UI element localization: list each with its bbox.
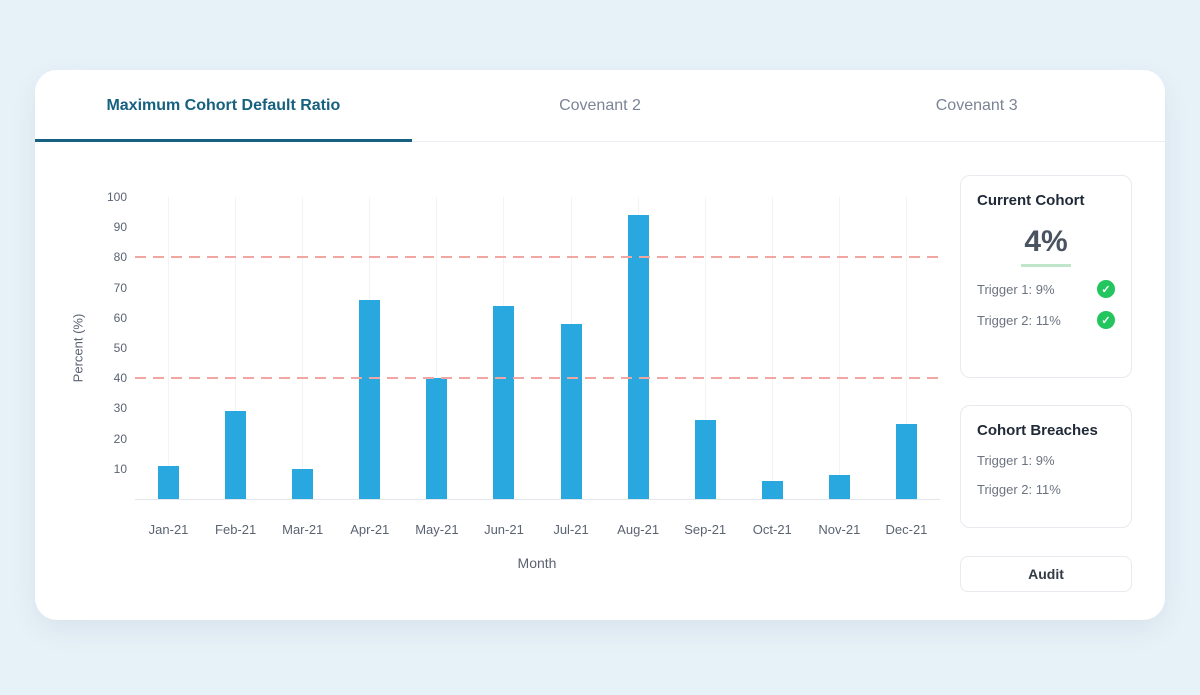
x-tick-label: Nov-21 xyxy=(818,522,861,537)
trigger-label: Trigger 1: 9% xyxy=(977,281,1055,297)
x-tick-label: Feb-21 xyxy=(215,522,257,537)
bar-Apr-21 xyxy=(359,299,381,499)
vertical-gridline xyxy=(168,197,170,499)
y-tick-label: 40 xyxy=(113,371,127,386)
trigger-row: Trigger 1: 9% ✓ xyxy=(977,280,1115,298)
plot-area xyxy=(135,197,940,500)
y-tick-label: 80 xyxy=(113,250,127,265)
bar-Feb-21 xyxy=(225,411,247,499)
bar-May-21 xyxy=(426,378,448,499)
x-tick-label: Mar-21 xyxy=(282,522,324,537)
x-tick-label: Jan-21 xyxy=(148,522,189,537)
x-tick-label: Apr-21 xyxy=(350,522,390,537)
audit-button[interactable]: Audit xyxy=(960,556,1132,592)
cohort-breaches-title: Cohort Breaches xyxy=(977,422,1098,439)
check-circle-icon: ✓ xyxy=(1097,311,1115,329)
threshold-line-80 xyxy=(135,256,940,259)
x-tick-label: Jun-21 xyxy=(484,522,524,537)
tab-maximum-cohort-default-ratio[interactable]: Maximum Cohort Default Ratio xyxy=(35,70,412,142)
tab-bar: Maximum Cohort Default Ratio Covenant 2 … xyxy=(35,70,1165,142)
x-tick-label: Dec-21 xyxy=(885,522,928,537)
bar-Aug-21 xyxy=(627,215,649,499)
side-panel: Current Cohort 4% Trigger 1: 9% ✓ Trigge… xyxy=(960,175,1132,620)
vertical-gridline xyxy=(436,197,438,499)
tab-label: Maximum Cohort Default Ratio xyxy=(106,96,341,114)
y-tick-label: 10 xyxy=(113,461,127,476)
tab-covenant-3[interactable]: Covenant 3 xyxy=(788,70,1165,141)
vertical-gridline xyxy=(771,197,773,499)
tab-covenant-2[interactable]: Covenant 2 xyxy=(412,70,789,141)
bar-Sep-21 xyxy=(694,420,716,499)
bar-Jul-21 xyxy=(560,323,582,499)
x-axis-label: Month xyxy=(517,555,557,571)
y-tick-label: 100 xyxy=(106,190,127,204)
tab-label: Covenant 3 xyxy=(935,96,1018,114)
vertical-gridline xyxy=(302,197,304,499)
bar-Mar-21 xyxy=(292,468,314,499)
vertical-gridline xyxy=(905,197,907,499)
bar-Dec-21 xyxy=(895,423,917,499)
x-tick-label: Oct-21 xyxy=(752,522,792,537)
trigger-row: Trigger 2: 11% ✓ xyxy=(977,311,1115,329)
y-tick-label: 70 xyxy=(113,280,127,295)
current-cohort-value-wrap: 4% xyxy=(977,225,1115,267)
bar-Jun-21 xyxy=(493,305,515,499)
bar-Oct-21 xyxy=(761,480,783,499)
y-tick-label: 60 xyxy=(113,310,127,325)
tab-label: Covenant 2 xyxy=(559,96,641,114)
dashboard-content: Percent (%) Month Jan-21 Feb-21 Mar-21 Apr-… xyxy=(35,143,1165,620)
bar-Jan-21 xyxy=(158,465,180,499)
x-tick-label: Sep-21 xyxy=(684,522,727,537)
x-tick-label: May-21 xyxy=(415,522,459,537)
current-cohort-title: Current Cohort xyxy=(977,192,1085,209)
breach-item: Trigger 2: 11% xyxy=(977,482,1061,497)
x-tick-label: Aug-21 xyxy=(617,522,660,537)
covenant-dashboard-card: Maximum Cohort Default Ratio Covenant 2 … xyxy=(35,70,1165,620)
vertical-gridline xyxy=(235,197,237,499)
y-tick-label: 90 xyxy=(113,220,127,235)
current-cohort-panel: Current Cohort 4% Trigger 1: 9% ✓ Trigge… xyxy=(960,175,1132,378)
y-tick-label: 30 xyxy=(113,401,127,416)
breach-item: Trigger 1: 9% xyxy=(977,453,1055,468)
cohort-breaches-panel: Cohort Breaches Trigger 1: 9% Trigger 2:… xyxy=(960,405,1132,528)
bar-Nov-21 xyxy=(828,474,850,499)
trigger-label: Trigger 2: 11% xyxy=(977,312,1061,328)
x-tick-label: Jul-21 xyxy=(553,522,589,537)
y-tick-label: 20 xyxy=(113,431,127,446)
current-cohort-value: 4% xyxy=(1021,225,1071,267)
y-tick-label: 50 xyxy=(113,341,127,355)
threshold-line-40 xyxy=(135,377,940,380)
check-circle-icon: ✓ xyxy=(1097,280,1115,298)
vertical-gridline xyxy=(704,197,706,499)
vertical-gridline xyxy=(838,197,840,499)
bar-chart: Percent (%) Month Jan-21 Feb-21 Mar-21 Apr-… xyxy=(35,143,940,620)
